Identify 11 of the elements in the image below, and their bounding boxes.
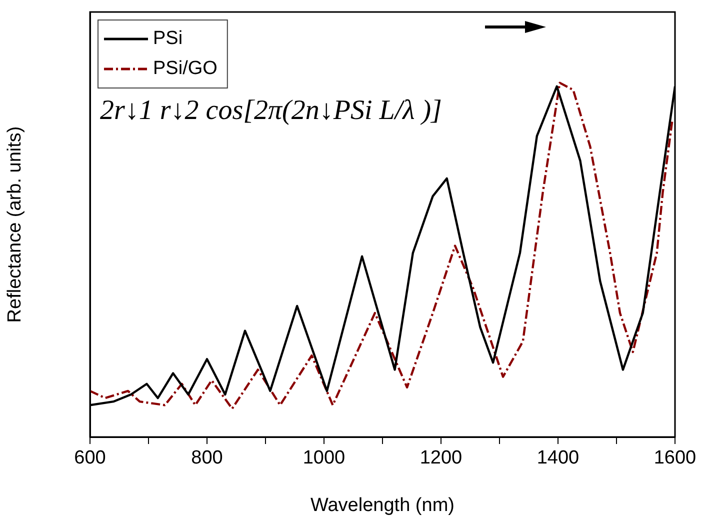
x-tick-label: 1000 [302,448,346,469]
legend-label: PSi [153,28,183,50]
x-tick-label: 1400 [536,448,580,469]
x-tick-label: 1200 [420,448,462,469]
x-tick-label: 600 [74,448,106,469]
x-axis-title: Wavelength (nm) [310,494,454,516]
x-tick-label: 800 [191,448,223,469]
y-axis-title: Reflectance (arb. units) [4,126,26,323]
legend-label: PSi/GO [153,58,218,80]
annotation: 2r↓1 r↓2 cos[2π(2n↓PSi L/λ )] [100,95,442,127]
x-tick-label: 1600 [654,448,696,469]
